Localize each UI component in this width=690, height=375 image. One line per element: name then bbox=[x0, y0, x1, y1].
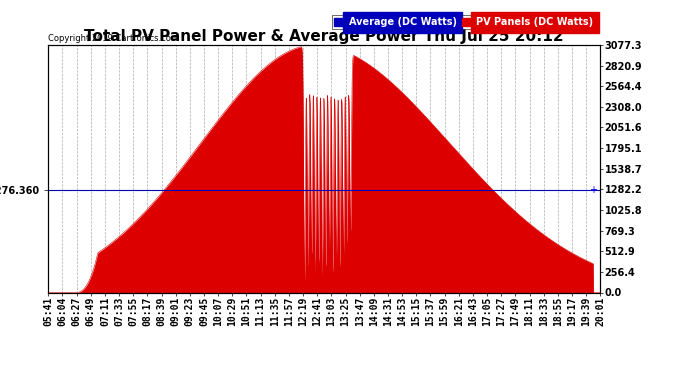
Legend: Average (DC Watts), PV Panels (DC Watts): Average (DC Watts), PV Panels (DC Watts) bbox=[333, 15, 595, 29]
Title: Total PV Panel Power & Average Power Thu Jul 25 20:12: Total PV Panel Power & Average Power Thu… bbox=[84, 29, 564, 44]
Text: Copyright 2019 Cartronics.com: Copyright 2019 Cartronics.com bbox=[48, 33, 179, 42]
Text: +: + bbox=[589, 185, 598, 195]
